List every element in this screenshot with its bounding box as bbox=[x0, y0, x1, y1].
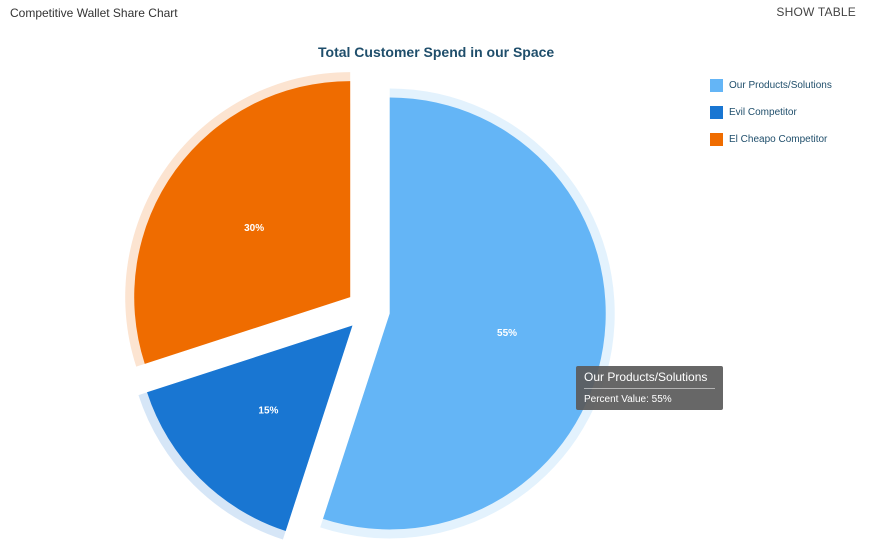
legend-swatch bbox=[710, 78, 723, 92]
legend-label: El Cheapo Competitor bbox=[729, 133, 828, 145]
slice-our-products[interactable] bbox=[322, 97, 606, 530]
tooltip-title: Our Products/Solutions bbox=[584, 370, 715, 389]
legend-swatch bbox=[710, 105, 723, 119]
slice-el-cheapo-competitor[interactable] bbox=[134, 81, 351, 364]
legend-item-el-cheapo-competitor[interactable]: El Cheapo Competitor bbox=[710, 132, 832, 146]
legend-swatch bbox=[710, 132, 723, 146]
legend-item-our-products[interactable]: Our Products/Solutions bbox=[710, 78, 832, 92]
show-table-button[interactable]: SHOW TABLE bbox=[776, 5, 856, 19]
tooltip: Our Products/Solutions Percent Value: 55… bbox=[576, 366, 723, 410]
legend: Our Products/Solutions Evil Competitor E… bbox=[710, 78, 832, 159]
slice-evil-competitor[interactable] bbox=[147, 325, 353, 531]
legend-item-evil-competitor[interactable]: Evil Competitor bbox=[710, 105, 832, 119]
tooltip-body: Percent Value: 55% bbox=[584, 394, 672, 405]
legend-label: Evil Competitor bbox=[729, 106, 797, 118]
slice-our-products-label: 55% bbox=[497, 328, 517, 339]
slice-evil-competitor-label: 15% bbox=[258, 406, 278, 417]
slice-el-cheapo-competitor-label: 30% bbox=[244, 223, 264, 234]
page-title: Competitive Wallet Share Chart bbox=[10, 6, 178, 20]
chart-title-text: Total Customer Spend in our Space bbox=[318, 44, 555, 60]
legend-label: Our Products/Solutions bbox=[729, 79, 832, 91]
